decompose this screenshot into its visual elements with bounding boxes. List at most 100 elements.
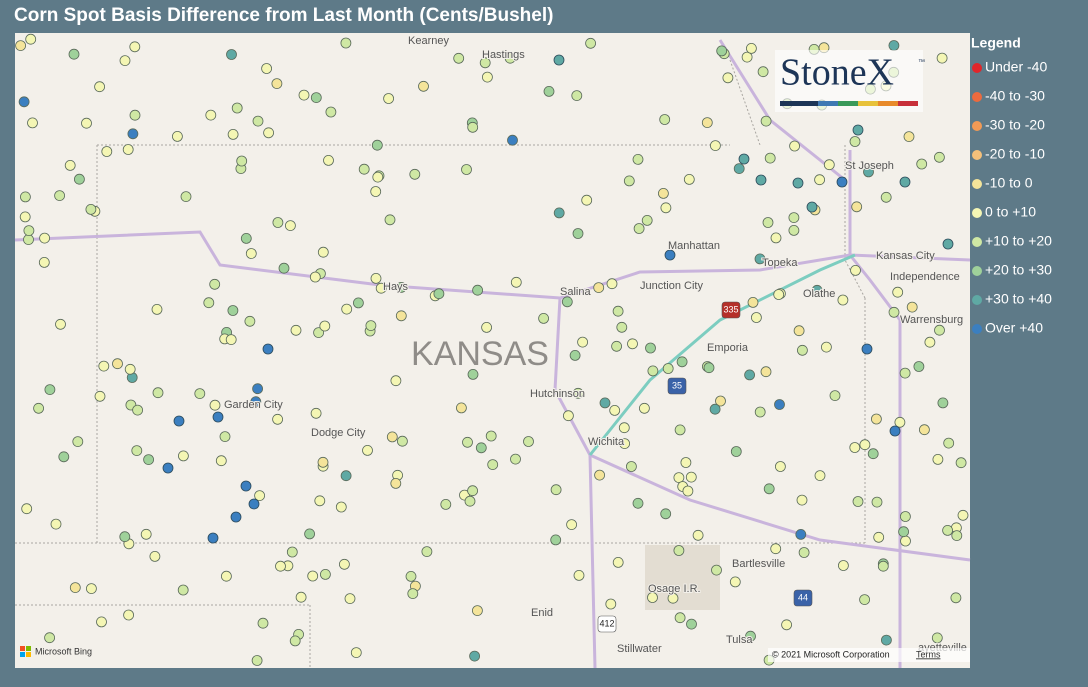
station-dot [660,508,672,520]
station-dot [919,424,930,436]
legend-label[interactable]: +30 to +40 [985,291,1052,307]
station-dot [873,531,885,543]
station-dot [464,495,476,507]
station-dot [309,271,321,283]
station-dot [119,55,131,66]
station-dot [581,194,593,206]
station-dot [18,96,30,108]
station-dot [658,187,669,199]
station-dot [94,390,106,402]
state-label: KANSAS [411,335,549,373]
legend-label[interactable]: Under -40 [985,59,1047,75]
station-dot [709,403,721,415]
station-dot [593,282,605,294]
station-dot [96,616,107,628]
legend-label[interactable]: Over +40 [985,320,1043,336]
station-dot [101,146,113,157]
station-dot [487,459,499,471]
legend-label[interactable]: -30 to -20 [985,117,1045,133]
station-dot [754,406,766,418]
station-dot [85,203,97,215]
station-dot [667,592,679,604]
station-dot [254,490,266,502]
station-dot [122,144,134,155]
station-dot [152,387,164,399]
legend-swatch [972,179,982,189]
legend-label[interactable]: +10 to +20 [985,233,1052,249]
station-dot [606,278,618,290]
station-dot [863,166,874,178]
station-dot [566,519,577,530]
place-label: Tulsa [726,634,753,646]
highways [14,39,971,669]
station-dot [722,72,734,84]
legend-label[interactable]: -40 to -30 [985,88,1045,104]
station-dot [627,338,638,350]
station-dot [467,121,479,133]
place-label: Osage I.R. [648,583,701,595]
station-dot [19,211,31,223]
terms-link[interactable]: Terms [916,649,941,659]
station-dot [507,134,518,146]
attribution-bg [768,648,970,662]
station-dot [755,174,767,186]
station-dot [924,336,936,348]
station-dot [317,246,329,258]
station-dot [162,462,174,474]
logo-bar [818,101,838,106]
station-dot [418,80,429,92]
station-dot [230,511,242,523]
station-dot [942,525,953,536]
station-dot [894,416,906,428]
station-dot [770,543,782,555]
station-dot [942,238,954,250]
station-dot [395,281,407,293]
station-dot [899,176,911,188]
station-dot [298,89,310,101]
station-dot [209,278,221,290]
station-dot [632,153,644,165]
station-dot [272,413,284,425]
station-dot [861,343,873,355]
logo-bar [858,101,878,106]
place-label: Hays [383,281,409,293]
station-dot [319,320,331,332]
station-dot [129,109,141,121]
legend-label[interactable]: +20 to +30 [985,262,1052,278]
station-dot [851,201,863,213]
legend-label[interactable]: -20 to -10 [985,146,1045,162]
station-dot [350,647,362,658]
legend-label[interactable]: 0 to +10 [985,204,1036,220]
legend-label[interactable]: -10 to 0 [985,175,1033,191]
station-dot [271,78,283,89]
station-dot [572,228,584,239]
station-dot [932,453,944,465]
legend-swatch [972,92,982,102]
station-dot [194,388,206,400]
station-dot [770,232,782,244]
station-dot [386,431,398,443]
place-label: Dodge City [311,427,366,439]
place-label: Stillwater [617,643,662,655]
station-dot [314,495,326,507]
station-dot [859,439,871,451]
station-dot [660,202,672,214]
station-dot [685,471,697,483]
station-dot [798,547,810,558]
station-dot [81,117,92,129]
road-shield [721,301,741,319]
station-dot [788,212,800,224]
station-dot [775,461,786,472]
station-dot [143,454,155,466]
station-dot [903,131,915,143]
title: Corn Spot Basis Difference from Last Mon… [14,5,553,26]
station-dot [510,453,521,465]
station-dot [612,305,624,317]
station-dot [569,349,581,361]
station-dot [850,264,861,276]
station-dot [715,395,726,407]
station-dot [881,634,892,646]
station-dot [39,232,50,244]
station-dot [390,375,402,387]
station-dot [898,526,909,538]
